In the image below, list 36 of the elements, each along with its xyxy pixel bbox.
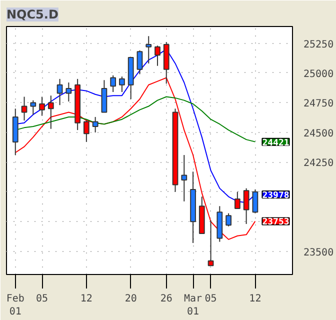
candlestick [243, 188, 250, 224]
candlestick [92, 116, 98, 133]
candlestick [83, 120, 90, 142]
x-tick-label: Feb 01 [6, 294, 24, 318]
candlestick [252, 188, 258, 214]
data-label: 24421 [262, 138, 290, 148]
candlestick [146, 36, 152, 64]
candlestick [21, 96, 28, 122]
line-series [14, 77, 256, 240]
candlestick [234, 191, 240, 210]
candlestick [110, 74, 116, 93]
y-tick-label: 24750 [304, 98, 334, 110]
candlestick [30, 100, 36, 116]
candlestick [56, 78, 63, 106]
candlestick [154, 45, 160, 66]
x-tick-label: 12 [80, 294, 92, 304]
y-tick-label: 25250 [304, 39, 334, 50]
chart-title: NQC5.D [6, 8, 58, 22]
y-tick-label: 23500 [304, 247, 334, 258]
candlestick [48, 95, 54, 130]
candlestick [39, 96, 45, 116]
candlestick [66, 82, 72, 102]
x-tick-label: Mar 01 [184, 294, 202, 318]
y-tick-label: 24500 [304, 128, 334, 140]
y-tick-label: 24250 [304, 158, 334, 170]
candlestick [119, 76, 125, 93]
candlestick [226, 212, 232, 227]
x-tick-label: 05 [204, 294, 217, 304]
candlestick [136, 50, 143, 75]
y-tick-label: 25000 [304, 68, 334, 80]
candlestick [181, 154, 188, 202]
x-tick-label: 12 [249, 294, 262, 304]
x-tick-label: 05 [36, 294, 48, 304]
x-tick-label: 20 [124, 294, 137, 304]
x-tick-label: 26 [160, 294, 172, 304]
candlestick [101, 80, 108, 113]
